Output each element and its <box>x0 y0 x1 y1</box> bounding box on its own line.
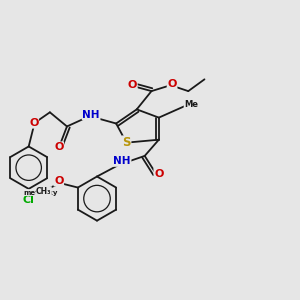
Text: Cl: Cl <box>23 195 34 205</box>
Text: NH: NH <box>113 156 131 166</box>
Text: O: O <box>54 176 63 186</box>
Text: O: O <box>128 80 137 90</box>
Text: O: O <box>167 79 177 89</box>
Text: methoxy: methoxy <box>23 190 57 196</box>
Text: S: S <box>122 136 131 149</box>
Text: O: O <box>29 118 38 128</box>
Text: O: O <box>54 142 63 152</box>
Text: CH₃: CH₃ <box>36 187 52 196</box>
Text: O: O <box>154 169 164 178</box>
Text: Me: Me <box>184 100 198 109</box>
Text: NH: NH <box>82 110 100 120</box>
